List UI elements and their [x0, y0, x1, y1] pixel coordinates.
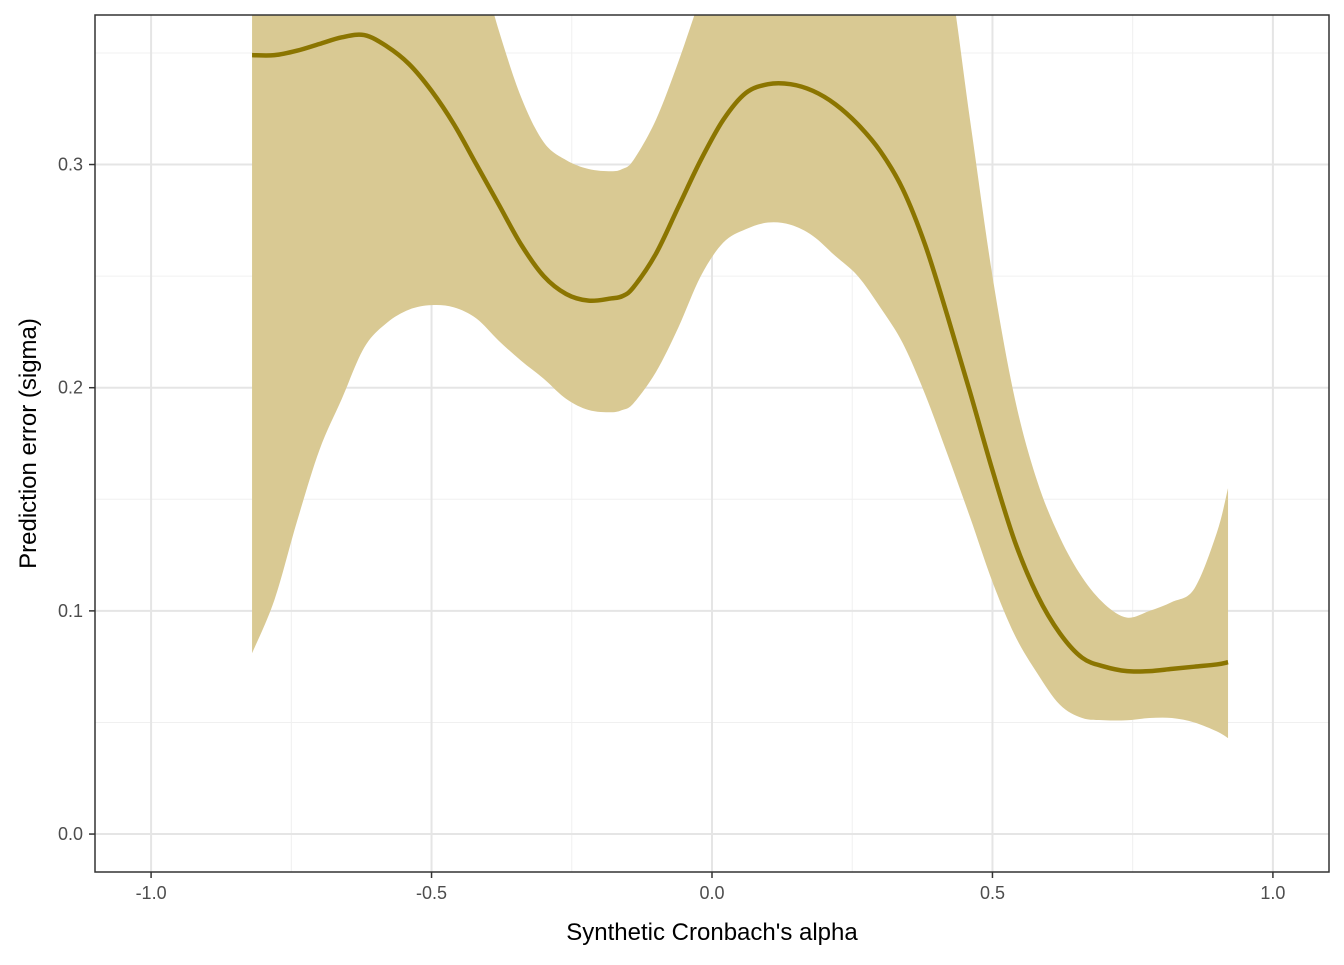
y-tick-label: 0.3	[58, 155, 83, 175]
x-axis-title: Synthetic Cronbach's alpha	[566, 919, 858, 946]
x-axis: -1.0 -0.5 0.0 0.5 1.0	[136, 872, 1285, 903]
y-tick-label: 0.1	[58, 601, 83, 621]
y-axis-title: Prediction error (sigma)	[15, 318, 42, 569]
x-tick-label: -0.5	[416, 883, 447, 903]
x-tick-label: 1.0	[1260, 883, 1285, 903]
x-tick-label: 0.0	[699, 883, 724, 903]
y-axis: 0.0 0.1 0.2 0.3	[58, 155, 95, 844]
y-tick-label: 0.2	[58, 378, 83, 398]
y-tick-label: 0.0	[58, 824, 83, 844]
x-tick-label: -1.0	[136, 883, 167, 903]
x-tick-label: 0.5	[980, 883, 1005, 903]
smooth-line	[252, 32, 1229, 674]
